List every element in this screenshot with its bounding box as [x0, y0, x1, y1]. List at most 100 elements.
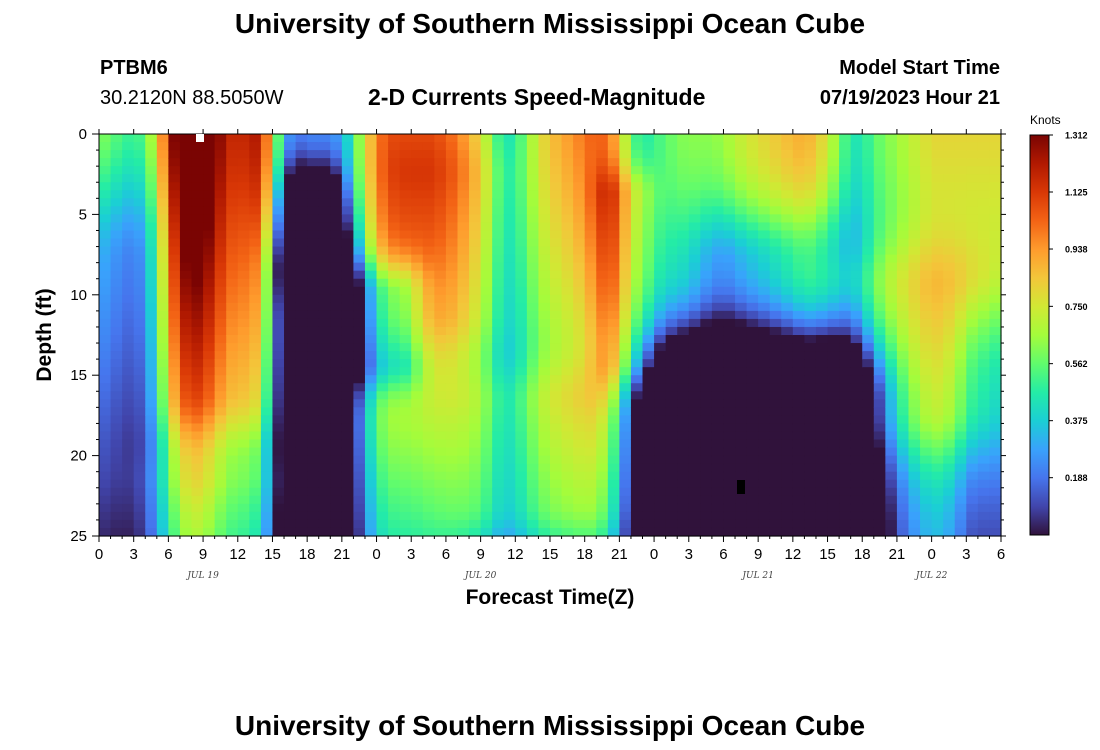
- heatmap-cell: [284, 423, 297, 433]
- heatmap-cell: [920, 278, 933, 288]
- heatmap-cell: [318, 134, 331, 143]
- heatmap-cell: [434, 447, 447, 457]
- heatmap-cell: [839, 335, 852, 344]
- heatmap-cell: [723, 399, 736, 408]
- heatmap-cell: [399, 439, 412, 449]
- heatmap-cell: [191, 503, 204, 513]
- heatmap-cell: [388, 343, 401, 352]
- heatmap-cell: [550, 246, 563, 256]
- heatmap-cell: [908, 415, 921, 425]
- heatmap-cell: [469, 294, 482, 304]
- heatmap-cell: [203, 503, 216, 513]
- heatmap-cell: [330, 214, 343, 224]
- heatmap-cell: [746, 447, 759, 457]
- heatmap-cell: [492, 527, 505, 537]
- heatmap-cell: [700, 415, 713, 425]
- heatmap-cell: [145, 214, 158, 224]
- heatmap-cell: [723, 318, 736, 328]
- heatmap-cell: [203, 431, 216, 441]
- heatmap-cell: [214, 182, 227, 191]
- heatmap-cell: [607, 206, 620, 215]
- heatmap-cell: [758, 294, 771, 304]
- heatmap-cell: [318, 190, 331, 199]
- heatmap-cell: [584, 431, 597, 441]
- heatmap-cell: [584, 487, 597, 497]
- heatmap-cell: [781, 519, 794, 529]
- x-tick-label: 9: [476, 546, 484, 563]
- heatmap-cell: [781, 495, 794, 505]
- heatmap-cell: [341, 294, 355, 304]
- heatmap-cell: [746, 286, 759, 296]
- heatmap-cell: [341, 230, 355, 240]
- heatmap-cell: [688, 447, 701, 457]
- heatmap-cell: [642, 399, 655, 408]
- heatmap-cell: [920, 214, 933, 224]
- heatmap-cell: [526, 294, 540, 304]
- heatmap-cell: [353, 174, 366, 183]
- heatmap-cell: [237, 150, 250, 159]
- heatmap-cell: [399, 375, 412, 384]
- heatmap-cell: [607, 254, 620, 264]
- heatmap-cell: [573, 415, 586, 425]
- heatmap-cell: [723, 206, 736, 215]
- heatmap-cell: [341, 455, 355, 465]
- heatmap-cell: [330, 182, 343, 191]
- heatmap-cell: [619, 286, 632, 296]
- heatmap-cell: [839, 318, 852, 328]
- heatmap-cell: [550, 343, 563, 352]
- heatmap-cell: [376, 302, 389, 312]
- heatmap-cell: [122, 214, 135, 224]
- heatmap-cell: [341, 479, 355, 489]
- heatmap-cell: [781, 407, 794, 416]
- heatmap-cell: [758, 286, 771, 296]
- heatmap-cell: [584, 294, 597, 304]
- heatmap-cell: [989, 511, 1002, 521]
- heatmap-cell: [943, 463, 956, 473]
- heatmap-cell: [422, 391, 435, 400]
- heatmap-cell: [573, 198, 586, 207]
- heatmap-cell: [584, 230, 597, 240]
- heatmap-cell: [735, 198, 748, 207]
- heatmap-cell: [619, 254, 632, 264]
- heatmap-cell: [99, 447, 112, 457]
- heatmap-cell: [966, 431, 979, 441]
- heatmap-cell: [411, 439, 424, 449]
- heatmap-cell: [989, 190, 1002, 199]
- heatmap-cell: [839, 479, 852, 489]
- heatmap-cell: [723, 230, 736, 240]
- heatmap-cell: [179, 407, 193, 416]
- heatmap-cell: [885, 262, 898, 272]
- heatmap-cell: [920, 415, 933, 425]
- heatmap-cell: [896, 479, 910, 489]
- heatmap-cell: [804, 335, 817, 344]
- heatmap-cell: [341, 383, 355, 392]
- heatmap-cell: [954, 359, 967, 368]
- heatmap-cell: [943, 190, 956, 199]
- heatmap-cell: [469, 519, 482, 529]
- heatmap-cell: [989, 423, 1002, 433]
- heatmap-cell: [214, 310, 227, 320]
- heatmap-cell: [573, 246, 586, 256]
- heatmap-cell: [469, 423, 482, 433]
- heatmap-cell: [862, 318, 875, 328]
- heatmap-cell: [688, 351, 701, 360]
- heatmap-cell: [133, 326, 146, 336]
- heatmap-cell: [249, 407, 262, 416]
- heatmap-cell: [723, 150, 736, 159]
- heatmap-cell: [781, 142, 794, 151]
- x-tick-label: 21: [611, 546, 628, 563]
- heatmap-cell: [573, 150, 586, 159]
- heatmap-cell: [272, 310, 285, 320]
- heatmap-cell: [110, 527, 123, 537]
- heatmap-cell: [191, 182, 204, 191]
- heatmap-cell: [677, 471, 690, 481]
- heatmap-cell: [260, 487, 274, 497]
- heatmap-cell: [538, 391, 551, 400]
- heatmap-cell: [469, 198, 482, 207]
- heatmap-cell: [122, 487, 135, 497]
- heatmap-cell: [769, 487, 782, 497]
- heatmap-cell: [630, 351, 644, 360]
- heatmap-cell: [457, 479, 470, 489]
- heatmap-cell: [665, 487, 678, 497]
- heatmap-cell: [561, 230, 574, 240]
